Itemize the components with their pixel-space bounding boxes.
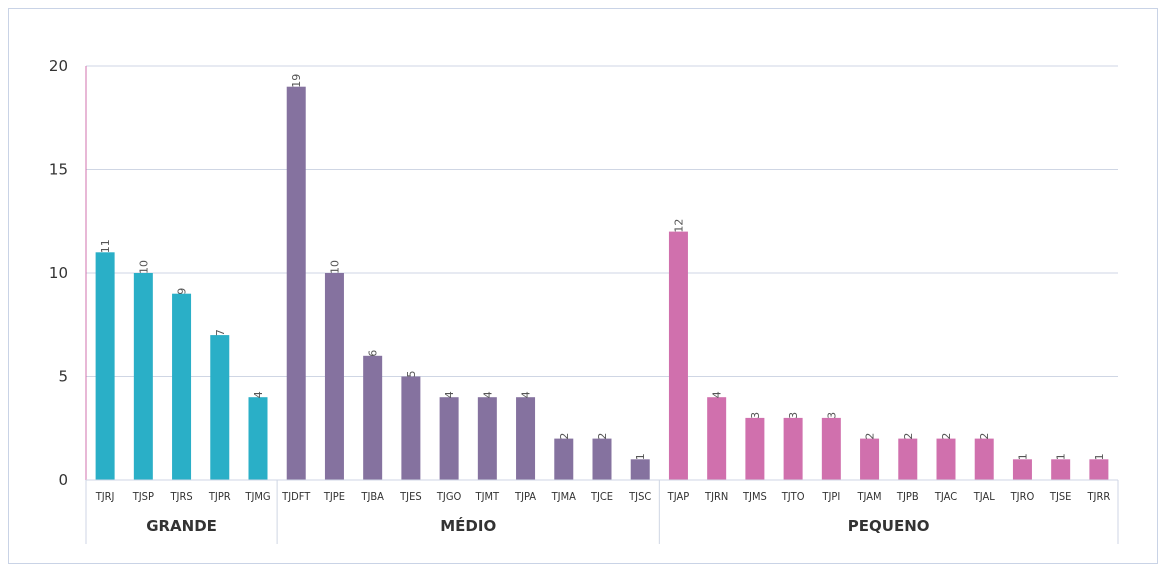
x-tick-label: TJGO (436, 490, 462, 503)
x-tick-label: TJAP (667, 490, 690, 503)
x-tick-label: TJCE (590, 490, 613, 503)
data-label: 10 (328, 260, 341, 274)
bar (133, 273, 153, 480)
bar (707, 397, 727, 480)
data-label: 6 (367, 350, 380, 357)
data-label: 12 (672, 219, 685, 233)
x-tick-label: TJAM (857, 490, 882, 503)
data-label: 3 (749, 412, 762, 419)
y-tick-label: 15 (49, 161, 68, 179)
y-tick-label: 20 (49, 57, 68, 75)
bar (554, 438, 574, 480)
x-tick-label: TJSC (628, 490, 651, 503)
bar (821, 417, 841, 480)
data-label: 3 (787, 412, 800, 419)
bar (95, 252, 115, 480)
x-tick-label: TJRJ (95, 490, 115, 503)
group-label: MÉDIO (440, 516, 496, 535)
data-label: 19 (290, 74, 303, 88)
x-tick-label: TJTO (781, 490, 805, 503)
x-tick-label: TJMT (475, 490, 500, 503)
data-label: 9 (176, 288, 189, 295)
data-label: 11 (99, 239, 112, 253)
x-tick-label: TJMS (742, 490, 767, 503)
bar (974, 438, 994, 480)
y-tick-label: 10 (49, 264, 68, 282)
data-label: 4 (711, 391, 724, 398)
x-tick-label: TJRR (1087, 490, 1111, 503)
data-label: 4 (252, 391, 265, 398)
group-label: GRANDE (146, 517, 217, 535)
data-label: 1 (1093, 453, 1106, 460)
bar (668, 231, 688, 480)
bar (172, 293, 192, 480)
bar (1051, 459, 1071, 480)
data-label: 2 (864, 433, 877, 440)
bar (1012, 459, 1032, 480)
data-label: 4 (520, 391, 533, 398)
x-tick-label: TJAL (973, 490, 996, 503)
data-label: 7 (214, 329, 227, 336)
bar (745, 417, 765, 480)
data-label: 4 (481, 391, 494, 398)
bar (592, 438, 612, 480)
x-tick-label: TJPA (514, 490, 536, 503)
chart-frame (8, 8, 1158, 564)
data-label: 2 (902, 433, 915, 440)
data-label: 2 (978, 433, 991, 440)
y-tick-label: 5 (58, 368, 68, 386)
data-label: 2 (596, 433, 609, 440)
data-label: 2 (940, 433, 953, 440)
data-label: 10 (137, 260, 150, 274)
x-tick-label: TJSP (132, 490, 154, 503)
bar (210, 335, 230, 480)
x-tick-label: TJBA (360, 490, 384, 503)
bar (286, 86, 306, 480)
x-tick-label: TJSE (1049, 490, 1072, 503)
bar (439, 397, 459, 480)
group-label: PEQUENO (848, 517, 930, 535)
x-tick-label: TJPB (896, 490, 919, 503)
y-tick-label: 0 (58, 471, 68, 489)
bar (936, 438, 956, 480)
bar (401, 376, 421, 480)
data-label: 1 (1055, 453, 1068, 460)
x-tick-label: TJES (399, 490, 422, 503)
bar (1089, 459, 1109, 480)
data-label: 1 (634, 453, 647, 460)
data-label: 4 (443, 391, 456, 398)
bar (363, 355, 383, 480)
bar (630, 459, 650, 480)
bar (783, 417, 803, 480)
x-tick-label: TJAC (934, 490, 957, 503)
bar (248, 397, 268, 480)
data-label: 5 (405, 371, 418, 378)
x-tick-label: TJPR (208, 490, 231, 503)
bar (898, 438, 918, 480)
bar (477, 397, 497, 480)
x-tick-label: TJPI (821, 490, 840, 503)
x-tick-label: TJRO (1010, 490, 1035, 503)
x-tick-label: TJRN (704, 490, 728, 503)
x-tick-label: TJRS (169, 490, 192, 503)
x-tick-label: TJMA (551, 490, 576, 503)
data-label: 2 (558, 433, 571, 440)
x-tick-label: TJPE (323, 490, 345, 503)
bar (324, 273, 344, 480)
data-label: 1 (1016, 453, 1029, 460)
x-tick-label: TJDFT (281, 490, 311, 503)
x-tick-label: TJMG (244, 490, 270, 503)
bar (516, 397, 536, 480)
data-label: 3 (825, 412, 838, 419)
bar (860, 438, 880, 480)
